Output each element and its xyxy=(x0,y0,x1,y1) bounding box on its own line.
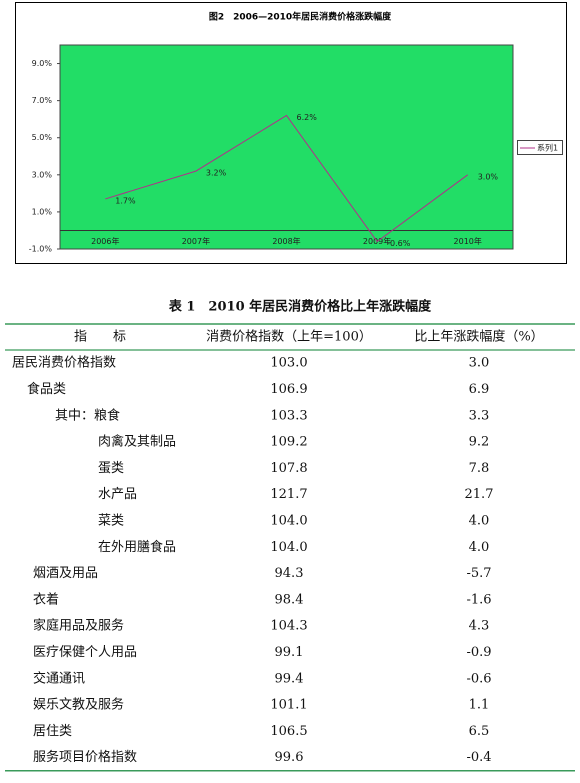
table-cell: 121.7 xyxy=(270,487,307,502)
data-label: 1.7% xyxy=(115,196,136,205)
x-tick-label: 2007年 xyxy=(182,236,210,246)
table-cell: 104.3 xyxy=(270,619,307,634)
data-label: 3.2% xyxy=(206,169,227,178)
data-label: 6.2% xyxy=(297,113,318,122)
table-cell: -0.6 xyxy=(466,671,491,686)
table-cell: 99.1 xyxy=(275,645,304,660)
data-label: 3.0% xyxy=(478,172,499,181)
x-tick-label: 2008年 xyxy=(272,236,300,246)
table-cell: 106.9 xyxy=(270,382,307,397)
table-cell: 4.0 xyxy=(469,513,490,528)
table-cell: 4.3 xyxy=(469,619,490,634)
row-label: 肉禽及其制品 xyxy=(98,434,176,450)
table-cell: -0.9 xyxy=(466,645,491,660)
series-line xyxy=(105,114,468,243)
table-cell: 1.1 xyxy=(469,698,490,713)
table-cell: 107.8 xyxy=(270,461,307,476)
y-tick-label: 7.0% xyxy=(32,96,53,105)
y-tick-label: -1.0% xyxy=(29,245,53,254)
plot-area xyxy=(59,44,514,250)
row-label: 在外用膳食品 xyxy=(98,539,176,555)
table-header: 比上年涨跌幅度（%） xyxy=(414,329,543,345)
table-cell: 104.0 xyxy=(270,513,307,528)
row-label: 服务项目价格指数 xyxy=(33,749,137,765)
table-cell: 4.0 xyxy=(469,540,490,555)
table-cell: 6.9 xyxy=(469,382,490,397)
data-label: -0.6% xyxy=(387,239,411,248)
table-cell: 3.0 xyxy=(469,356,490,371)
x-tick-label: 2006年 xyxy=(91,236,119,246)
table-cell: 94.3 xyxy=(275,566,304,581)
legend-label: 系列1 xyxy=(537,143,558,153)
row-label: 食品类 xyxy=(27,381,66,397)
table-cell: 6.5 xyxy=(469,724,490,739)
row-label: 交通通讯 xyxy=(33,670,85,686)
table-cell: 101.1 xyxy=(270,698,307,713)
row-label: 居住类 xyxy=(33,724,72,739)
y-tick-label: 5.0% xyxy=(32,133,53,142)
table-cell: 99.6 xyxy=(275,750,304,765)
row-label: 衣着 xyxy=(33,591,59,607)
table-cell: 9.2 xyxy=(469,435,490,450)
table-title: 表 1 2010 年居民消费价格比上年涨跌幅度 xyxy=(168,299,432,315)
table-cell: 106.5 xyxy=(270,724,307,739)
table-cell: 103.3 xyxy=(270,408,307,423)
row-label: 菜类 xyxy=(98,513,124,528)
x-tick-label: 2010年 xyxy=(454,236,482,246)
y-tick-label: 1.0% xyxy=(32,207,53,216)
table-cell: -1.6 xyxy=(466,592,491,607)
table-cell: 99.4 xyxy=(275,671,304,686)
row-label: 娱乐文教及服务 xyxy=(33,697,124,713)
y-tick-label: 3.0% xyxy=(32,170,53,179)
legend-box xyxy=(517,140,563,155)
table-cell: -5.7 xyxy=(466,566,491,581)
row-label: 家庭用品及服务 xyxy=(33,618,124,634)
y-tick-label: 9.0% xyxy=(32,59,53,68)
row-label: 医疗保健个人用品 xyxy=(33,645,137,660)
table-cell: 3.3 xyxy=(469,408,490,423)
row-label: 烟酒及用品 xyxy=(33,566,98,581)
row-label: 其中：粮食 xyxy=(55,407,120,423)
row-label: 蛋类 xyxy=(98,461,124,476)
table-cell: 103.0 xyxy=(270,356,307,371)
row-label: 水产品 xyxy=(98,487,137,502)
table-cell: 7.8 xyxy=(469,461,490,476)
row-label: 居民消费价格指数 xyxy=(12,355,116,371)
table-header: 消费价格指数（上年=100） xyxy=(206,329,372,345)
table-cell: 21.7 xyxy=(465,487,494,502)
table-cell: -0.4 xyxy=(466,750,491,765)
table-cell: 104.0 xyxy=(270,540,307,555)
table-cell: 109.2 xyxy=(270,435,307,450)
chart-title: 图2 2006—2010年居民消费价格涨跌幅度 xyxy=(209,11,392,23)
table-cell: 98.4 xyxy=(275,592,304,607)
table-header: 指 标 xyxy=(74,330,126,345)
